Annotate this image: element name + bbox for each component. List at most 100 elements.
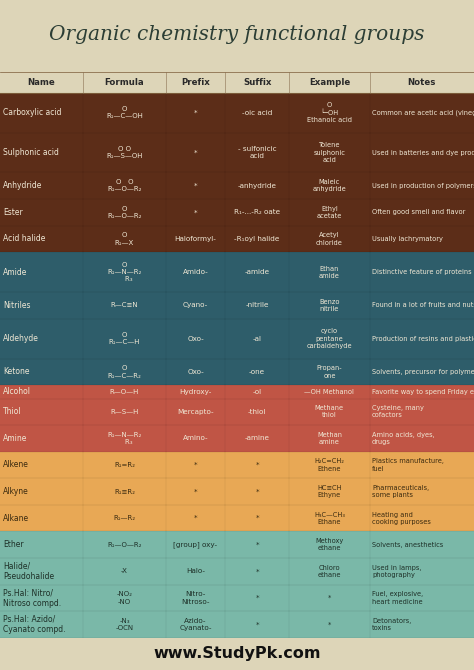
Bar	[0, 253, 474, 292]
Text: Usually lachrymatory: Usually lachrymatory	[372, 236, 443, 242]
Bar	[0, 558, 474, 585]
Text: Haloformyl-: Haloformyl-	[174, 236, 217, 242]
Text: Carboxylic acid: Carboxylic acid	[3, 108, 61, 117]
Text: Ethyl
acetate: Ethyl acetate	[317, 206, 342, 219]
Text: *: *	[194, 488, 197, 494]
Text: O O
R₁—S—OH: O O R₁—S—OH	[106, 146, 143, 159]
Text: *: *	[194, 462, 197, 468]
Bar	[0, 531, 474, 558]
Text: -oic acid: -oic acid	[242, 110, 273, 116]
Text: Amine: Amine	[3, 434, 27, 443]
Text: Aldehyde: Aldehyde	[3, 334, 39, 343]
Text: O
R₁—C—OH: O R₁—C—OH	[106, 106, 143, 119]
Bar	[0, 226, 474, 253]
Text: R₁—N—R₂
    R₃: R₁—N—R₂ R₃	[107, 431, 142, 445]
Text: Oxo-: Oxo-	[187, 369, 204, 375]
Text: O
R₁—N—R₂
    R₃: O R₁—N—R₂ R₃	[107, 262, 142, 283]
Text: *: *	[194, 149, 197, 155]
Text: Alcohol: Alcohol	[3, 387, 31, 397]
Text: Ether: Ether	[3, 540, 24, 549]
Bar	[0, 199, 474, 226]
Text: -X: -X	[121, 568, 128, 574]
Text: *: *	[255, 568, 259, 574]
Text: Detonators,
toxins: Detonators, toxins	[372, 618, 411, 631]
Text: R₁≡R₂: R₁≡R₂	[114, 488, 135, 494]
Bar	[0, 72, 474, 92]
Bar	[0, 319, 474, 358]
Text: Ethan
amide: Ethan amide	[319, 265, 340, 279]
Text: R—O—H: R—O—H	[110, 389, 139, 395]
Bar	[0, 585, 474, 611]
Text: Ketone: Ketone	[3, 367, 29, 377]
Text: *: *	[194, 183, 197, 189]
Text: —OH Methanol: —OH Methanol	[304, 389, 355, 395]
Text: R₁—O—R₂: R₁—O—R₂	[107, 542, 142, 548]
Bar	[0, 399, 474, 425]
Text: R₁-...-R₂ oate: R₁-...-R₂ oate	[234, 210, 280, 215]
Text: - sulfonicic
acid: - sulfonicic acid	[238, 146, 276, 159]
Bar	[0, 505, 474, 531]
Text: Mercapto-: Mercapto-	[177, 409, 214, 415]
Text: Thiol: Thiol	[3, 407, 21, 416]
Text: Production of resins and plastics. Ingredients of flavours and parfumes.: Production of resins and plastics. Ingre…	[372, 336, 474, 342]
Text: Used in lamps,
photography: Used in lamps, photography	[372, 565, 421, 578]
Text: www.StudyPk.com: www.StudyPk.com	[153, 647, 321, 661]
Bar	[0, 172, 474, 199]
Text: Methane
thiol: Methane thiol	[315, 405, 344, 419]
Text: Amino-: Amino-	[182, 436, 209, 442]
Text: R₁=R₂: R₁=R₂	[114, 462, 135, 468]
Text: Fuel, explosive,
heart medicine: Fuel, explosive, heart medicine	[372, 592, 423, 604]
Bar	[0, 611, 474, 638]
Text: O   O
R₁—O—R₂: O O R₁—O—R₂	[107, 179, 142, 192]
Text: -ol: -ol	[253, 389, 262, 395]
Text: -R₁oyl halide: -R₁oyl halide	[235, 236, 280, 242]
Text: Common are acetic acid (vinegar) and butyric acid (human vomit): Common are acetic acid (vinegar) and but…	[372, 109, 474, 116]
Text: Cysteine, many
cofactors: Cysteine, many cofactors	[372, 405, 424, 419]
Text: Halo-: Halo-	[186, 568, 205, 574]
Text: Solvents, anesthetics: Solvents, anesthetics	[372, 542, 443, 548]
Text: -NO₂
-NO: -NO₂ -NO	[117, 592, 132, 604]
Text: Anhydride: Anhydride	[3, 182, 42, 190]
Bar	[0, 385, 474, 399]
Text: *: *	[255, 595, 259, 601]
Text: Oxo-: Oxo-	[187, 336, 204, 342]
Text: Propan-
one: Propan- one	[317, 365, 342, 379]
Text: Heating and
cooking purposes: Heating and cooking purposes	[372, 512, 431, 525]
Text: Azido-
Cyanato-: Azido- Cyanato-	[179, 618, 212, 631]
Bar	[0, 452, 474, 478]
Text: Cyano-: Cyano-	[183, 302, 208, 308]
Text: Methoxy
ethane: Methoxy ethane	[315, 538, 344, 551]
Text: *: *	[194, 210, 197, 215]
Text: Amido-: Amido-	[182, 269, 209, 275]
Text: Prefix: Prefix	[181, 78, 210, 87]
Text: Nitriles: Nitriles	[3, 301, 30, 310]
Text: Sulphonic acid: Sulphonic acid	[3, 148, 59, 157]
Text: Maleic
anhydride: Maleic anhydride	[312, 179, 346, 192]
Text: -amide: -amide	[245, 269, 270, 275]
Text: Nitro-
Nitroso-: Nitro- Nitroso-	[181, 592, 210, 604]
Text: R₁—R₂: R₁—R₂	[113, 515, 136, 521]
Bar	[0, 425, 474, 452]
Bar	[0, 292, 474, 319]
Bar	[0, 133, 474, 172]
Text: Alkane: Alkane	[3, 514, 29, 523]
Text: O
R₁—C—R₂: O R₁—C—R₂	[108, 365, 141, 379]
Text: *: *	[255, 515, 259, 521]
Text: H₃C—CH₃
Ethane: H₃C—CH₃ Ethane	[314, 512, 345, 525]
Text: Acetyl
chloride: Acetyl chloride	[316, 232, 343, 246]
Text: cyclo
pentane
carbaldehyde: cyclo pentane carbaldehyde	[307, 328, 352, 349]
Text: Ester: Ester	[3, 208, 23, 217]
Text: Amino acids, dyes,
drugs: Amino acids, dyes, drugs	[372, 431, 435, 445]
Text: -nitrile: -nitrile	[246, 302, 269, 308]
Text: -N₃
-OCN: -N₃ -OCN	[115, 618, 134, 631]
Text: -anhydride: -anhydride	[237, 183, 277, 189]
Text: Name: Name	[27, 78, 55, 87]
Text: Notes: Notes	[408, 78, 436, 87]
Text: Example: Example	[309, 78, 350, 87]
Text: Often good smell and flavor: Often good smell and flavor	[372, 210, 465, 215]
Text: Suffix: Suffix	[243, 78, 272, 87]
Text: Amide: Amide	[3, 268, 27, 277]
Text: [group] oxy-: [group] oxy-	[173, 541, 218, 548]
Text: Alkyne: Alkyne	[3, 487, 28, 496]
Text: O
R₁—O—R₂: O R₁—O—R₂	[107, 206, 142, 219]
